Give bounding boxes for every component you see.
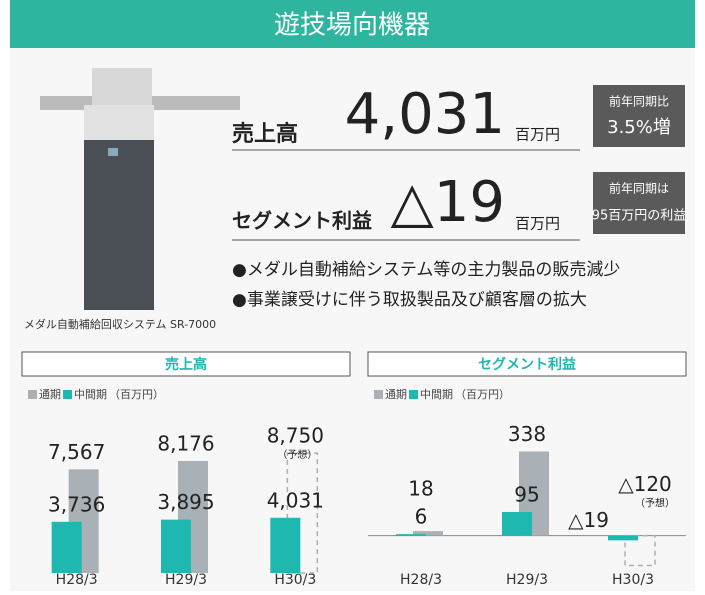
bar	[51, 521, 82, 573]
value-label: 6	[415, 505, 428, 529]
value-label: 18	[408, 477, 433, 501]
value-label: 8,750	[267, 424, 324, 448]
badge-text: 前年同期比	[609, 94, 669, 109]
value-label: 7,567	[48, 440, 105, 464]
legend-label: 通期	[39, 388, 61, 401]
x-tick-label: H28/3	[400, 572, 442, 588]
unit-label: （百万円）	[109, 388, 164, 401]
x-tick-label: H29/3	[165, 572, 207, 588]
bar	[624, 534, 656, 567]
product-caption: メダル自動補給回収システム SR-7000	[24, 317, 216, 331]
x-tick-label: H30/3	[274, 572, 316, 588]
legend-swatch	[374, 390, 383, 399]
value-label: 338	[508, 422, 546, 446]
legend-swatch	[28, 390, 37, 399]
value-label: 3,895	[157, 490, 214, 514]
annotation: （予想）	[635, 497, 675, 510]
badge-text: 95百万円の利益	[592, 209, 687, 224]
sales-label: 売上高	[232, 121, 298, 147]
bar	[502, 511, 532, 536]
bar	[286, 452, 319, 574]
annotation: （予想）	[277, 448, 317, 461]
chart-title: セグメント利益	[478, 356, 576, 373]
x-tick-label: H28/3	[56, 572, 98, 588]
segment-unit: 百万円	[515, 215, 560, 233]
header-title: 遊技場向機器	[274, 11, 430, 41]
bar	[161, 519, 191, 573]
product-image	[40, 68, 240, 310]
value-label: 3,736	[48, 492, 105, 516]
badge-text: 3.5%増	[607, 117, 671, 138]
badge	[593, 172, 685, 234]
chart-title: 売上高	[165, 356, 207, 373]
segment-value: △19	[391, 170, 505, 235]
unit-label: （百万円）	[455, 388, 510, 401]
header-bar	[10, 0, 695, 48]
badge-text: 前年同期は	[609, 181, 669, 196]
value-label: 4,031	[267, 488, 324, 512]
legend-swatch	[63, 390, 72, 399]
legend-label: 中間期	[74, 388, 107, 401]
bar	[413, 531, 443, 536]
chart-title-box	[21, 351, 351, 377]
bullet: ●事業譲受けに伴う取扱製品及び顧客層の拡大	[232, 290, 587, 310]
sales-value: 4,031	[345, 82, 505, 147]
sales-unit: 百万円	[515, 126, 560, 144]
legend-label: 通期	[385, 388, 407, 401]
value-label: △120	[618, 472, 672, 496]
bar	[396, 534, 426, 536]
bar	[608, 535, 638, 541]
legend-label: 中間期	[420, 388, 453, 401]
value-label: △19	[568, 508, 609, 532]
value-label: 8,176	[157, 431, 214, 455]
chart-title-box	[367, 351, 687, 377]
x-tick-label: H30/3	[612, 572, 654, 588]
bar	[270, 517, 301, 573]
x-tick-label: H29/3	[506, 572, 548, 588]
legend-swatch	[409, 390, 418, 399]
value-label: 95	[514, 482, 539, 506]
segment-label: セグメント利益	[232, 209, 372, 233]
bullet: ●メダル自動補給システム等の主力製品の販売減少	[232, 260, 620, 280]
badge	[593, 85, 685, 147]
